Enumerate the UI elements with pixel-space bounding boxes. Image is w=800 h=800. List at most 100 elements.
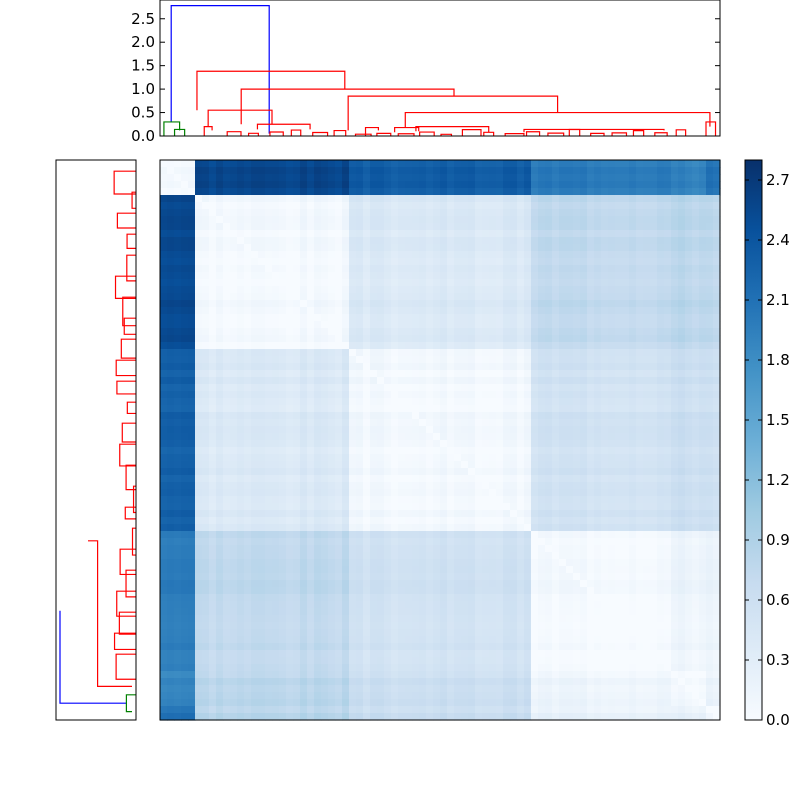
heatmap-cell: [384, 293, 392, 301]
heatmap-cell: [328, 286, 336, 294]
heatmap-cell: [622, 335, 630, 343]
heatmap-cell: [328, 237, 336, 245]
heatmap-cell: [258, 587, 266, 595]
heatmap-cell: [538, 517, 546, 525]
heatmap-cell: [699, 461, 707, 469]
heatmap-cell: [580, 321, 588, 329]
heatmap-cell: [216, 475, 224, 483]
heatmap-cell: [356, 398, 364, 406]
heatmap-cell: [510, 370, 518, 378]
heatmap-cell: [643, 580, 651, 588]
heatmap-cell: [496, 321, 504, 329]
heatmap-cell: [566, 440, 574, 448]
heatmap-cell: [482, 209, 490, 217]
heatmap-cell: [559, 272, 567, 280]
heatmap-cell: [475, 335, 483, 343]
heatmap-cell: [209, 475, 217, 483]
heatmap-cell: [349, 230, 357, 238]
heatmap-cell: [482, 426, 490, 434]
heatmap-cell: [692, 384, 700, 392]
heatmap-cell: [643, 545, 651, 553]
heatmap-cell: [440, 209, 448, 217]
heatmap-cell: [356, 433, 364, 441]
heatmap-cell: [566, 475, 574, 483]
heatmap-cell: [622, 244, 630, 252]
heatmap-cell: [174, 580, 182, 588]
heatmap-cell: [545, 251, 553, 259]
heatmap-cell: [405, 188, 413, 196]
heatmap-cell: [503, 482, 511, 490]
heatmap-cell: [594, 461, 602, 469]
heatmap-cell: [461, 195, 469, 203]
heatmap-cell: [167, 552, 175, 560]
heatmap-cell: [678, 279, 686, 287]
heatmap-cell: [713, 251, 721, 259]
heatmap-cell: [629, 426, 637, 434]
heatmap-cell: [391, 335, 399, 343]
heatmap-cell: [216, 440, 224, 448]
heatmap-cell: [692, 503, 700, 511]
heatmap-cell: [678, 461, 686, 469]
heatmap-cell: [405, 209, 413, 217]
heatmap-cell: [335, 244, 343, 252]
heatmap-cell: [300, 181, 308, 189]
heatmap-cell: [545, 489, 553, 497]
heatmap-cell: [538, 489, 546, 497]
heatmap-cell: [237, 293, 245, 301]
heatmap-cell: [622, 160, 630, 168]
heatmap-cell: [314, 272, 322, 280]
heatmap-cell: [160, 545, 168, 553]
heatmap-cell: [678, 160, 686, 168]
heatmap-cell: [678, 559, 686, 567]
heatmap-cell: [398, 188, 406, 196]
heatmap-cell: [321, 230, 329, 238]
heatmap-cell: [230, 587, 238, 595]
heatmap-cell: [643, 440, 651, 448]
heatmap-cell: [573, 286, 581, 294]
heatmap-cell: [433, 468, 441, 476]
heatmap-cell: [328, 342, 336, 350]
heatmap-cell: [321, 419, 329, 427]
heatmap-cell: [566, 286, 574, 294]
heatmap-cell: [454, 195, 462, 203]
heatmap-cell: [594, 370, 602, 378]
heatmap-cell: [251, 160, 259, 168]
heatmap-cell: [524, 503, 532, 511]
heatmap-cell: [650, 265, 658, 273]
heatmap-cell: [328, 552, 336, 560]
heatmap-cell: [321, 174, 329, 182]
heatmap-cell: [244, 482, 252, 490]
heatmap-cell: [510, 517, 518, 525]
heatmap-cell: [615, 531, 623, 539]
heatmap-cell: [342, 293, 350, 301]
heatmap-cell: [195, 188, 203, 196]
heatmap-cell: [699, 363, 707, 371]
heatmap-cell: [160, 300, 168, 308]
heatmap-cell: [657, 286, 665, 294]
heatmap-cell: [174, 181, 182, 189]
heatmap-cell: [244, 342, 252, 350]
heatmap-cell: [342, 349, 350, 357]
heatmap-cell: [650, 454, 658, 462]
heatmap-cell: [664, 552, 672, 560]
heatmap-cell: [678, 321, 686, 329]
heatmap-cell: [412, 300, 420, 308]
heatmap-cell: [188, 433, 196, 441]
heatmap-cell: [188, 454, 196, 462]
heatmap-cell: [356, 370, 364, 378]
heatmap-cell: [202, 545, 210, 553]
heatmap-cell: [167, 475, 175, 483]
heatmap-cell: [244, 286, 252, 294]
heatmap-cell: [398, 426, 406, 434]
heatmap-cell: [664, 237, 672, 245]
heatmap-cell: [594, 412, 602, 420]
heatmap-cell: [391, 181, 399, 189]
heatmap-cell: [258, 524, 266, 532]
heatmap-cell: [377, 349, 385, 357]
heatmap-cell: [447, 580, 455, 588]
heatmap-cell: [223, 503, 231, 511]
heatmap-cell: [489, 524, 497, 532]
heatmap-cell: [363, 510, 371, 518]
heatmap-cell: [650, 531, 658, 539]
heatmap-cell: [587, 251, 595, 259]
